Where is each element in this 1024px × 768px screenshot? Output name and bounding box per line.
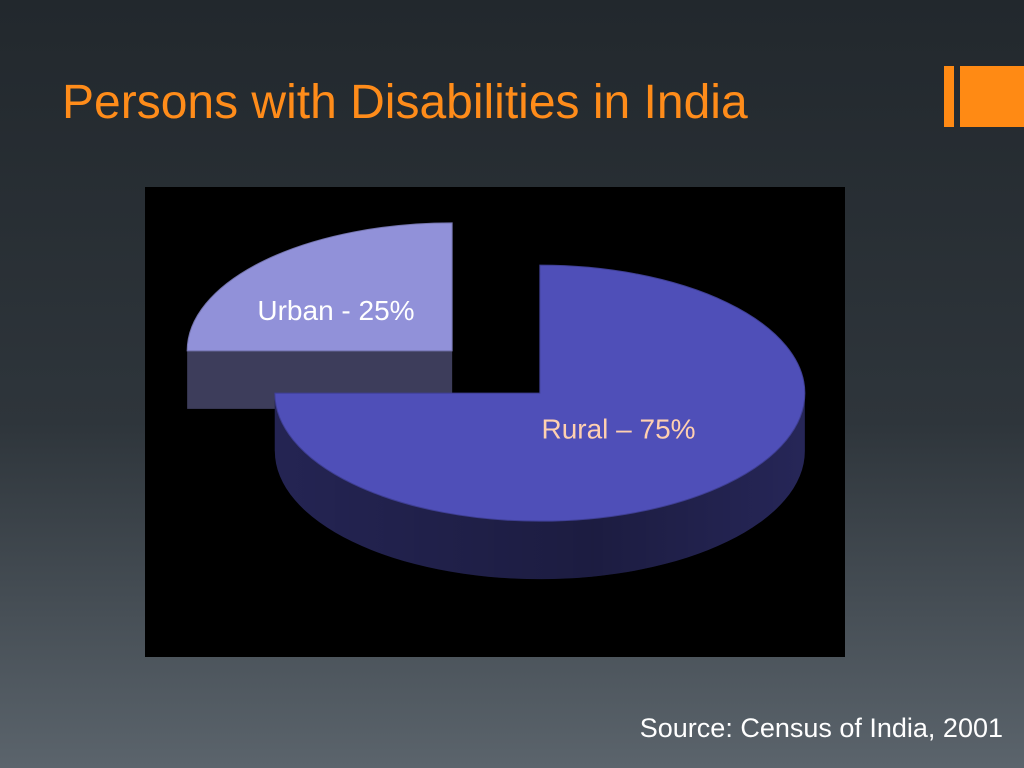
data-label: Rural – 75%: [541, 414, 695, 445]
data-label: Urban - 25%: [257, 295, 414, 326]
slice-wall-shade: [274, 393, 805, 580]
slice: [186, 222, 453, 352]
slice: [274, 264, 806, 522]
accent-block: [960, 66, 1024, 127]
source-note: Source: Census of India, 2001: [640, 713, 1003, 743]
pie: Urban - 25% Rural – 75%: [186, 222, 806, 580]
accent-bar: [944, 66, 954, 127]
slide-title: Persons with Disabilities in India: [62, 76, 748, 129]
